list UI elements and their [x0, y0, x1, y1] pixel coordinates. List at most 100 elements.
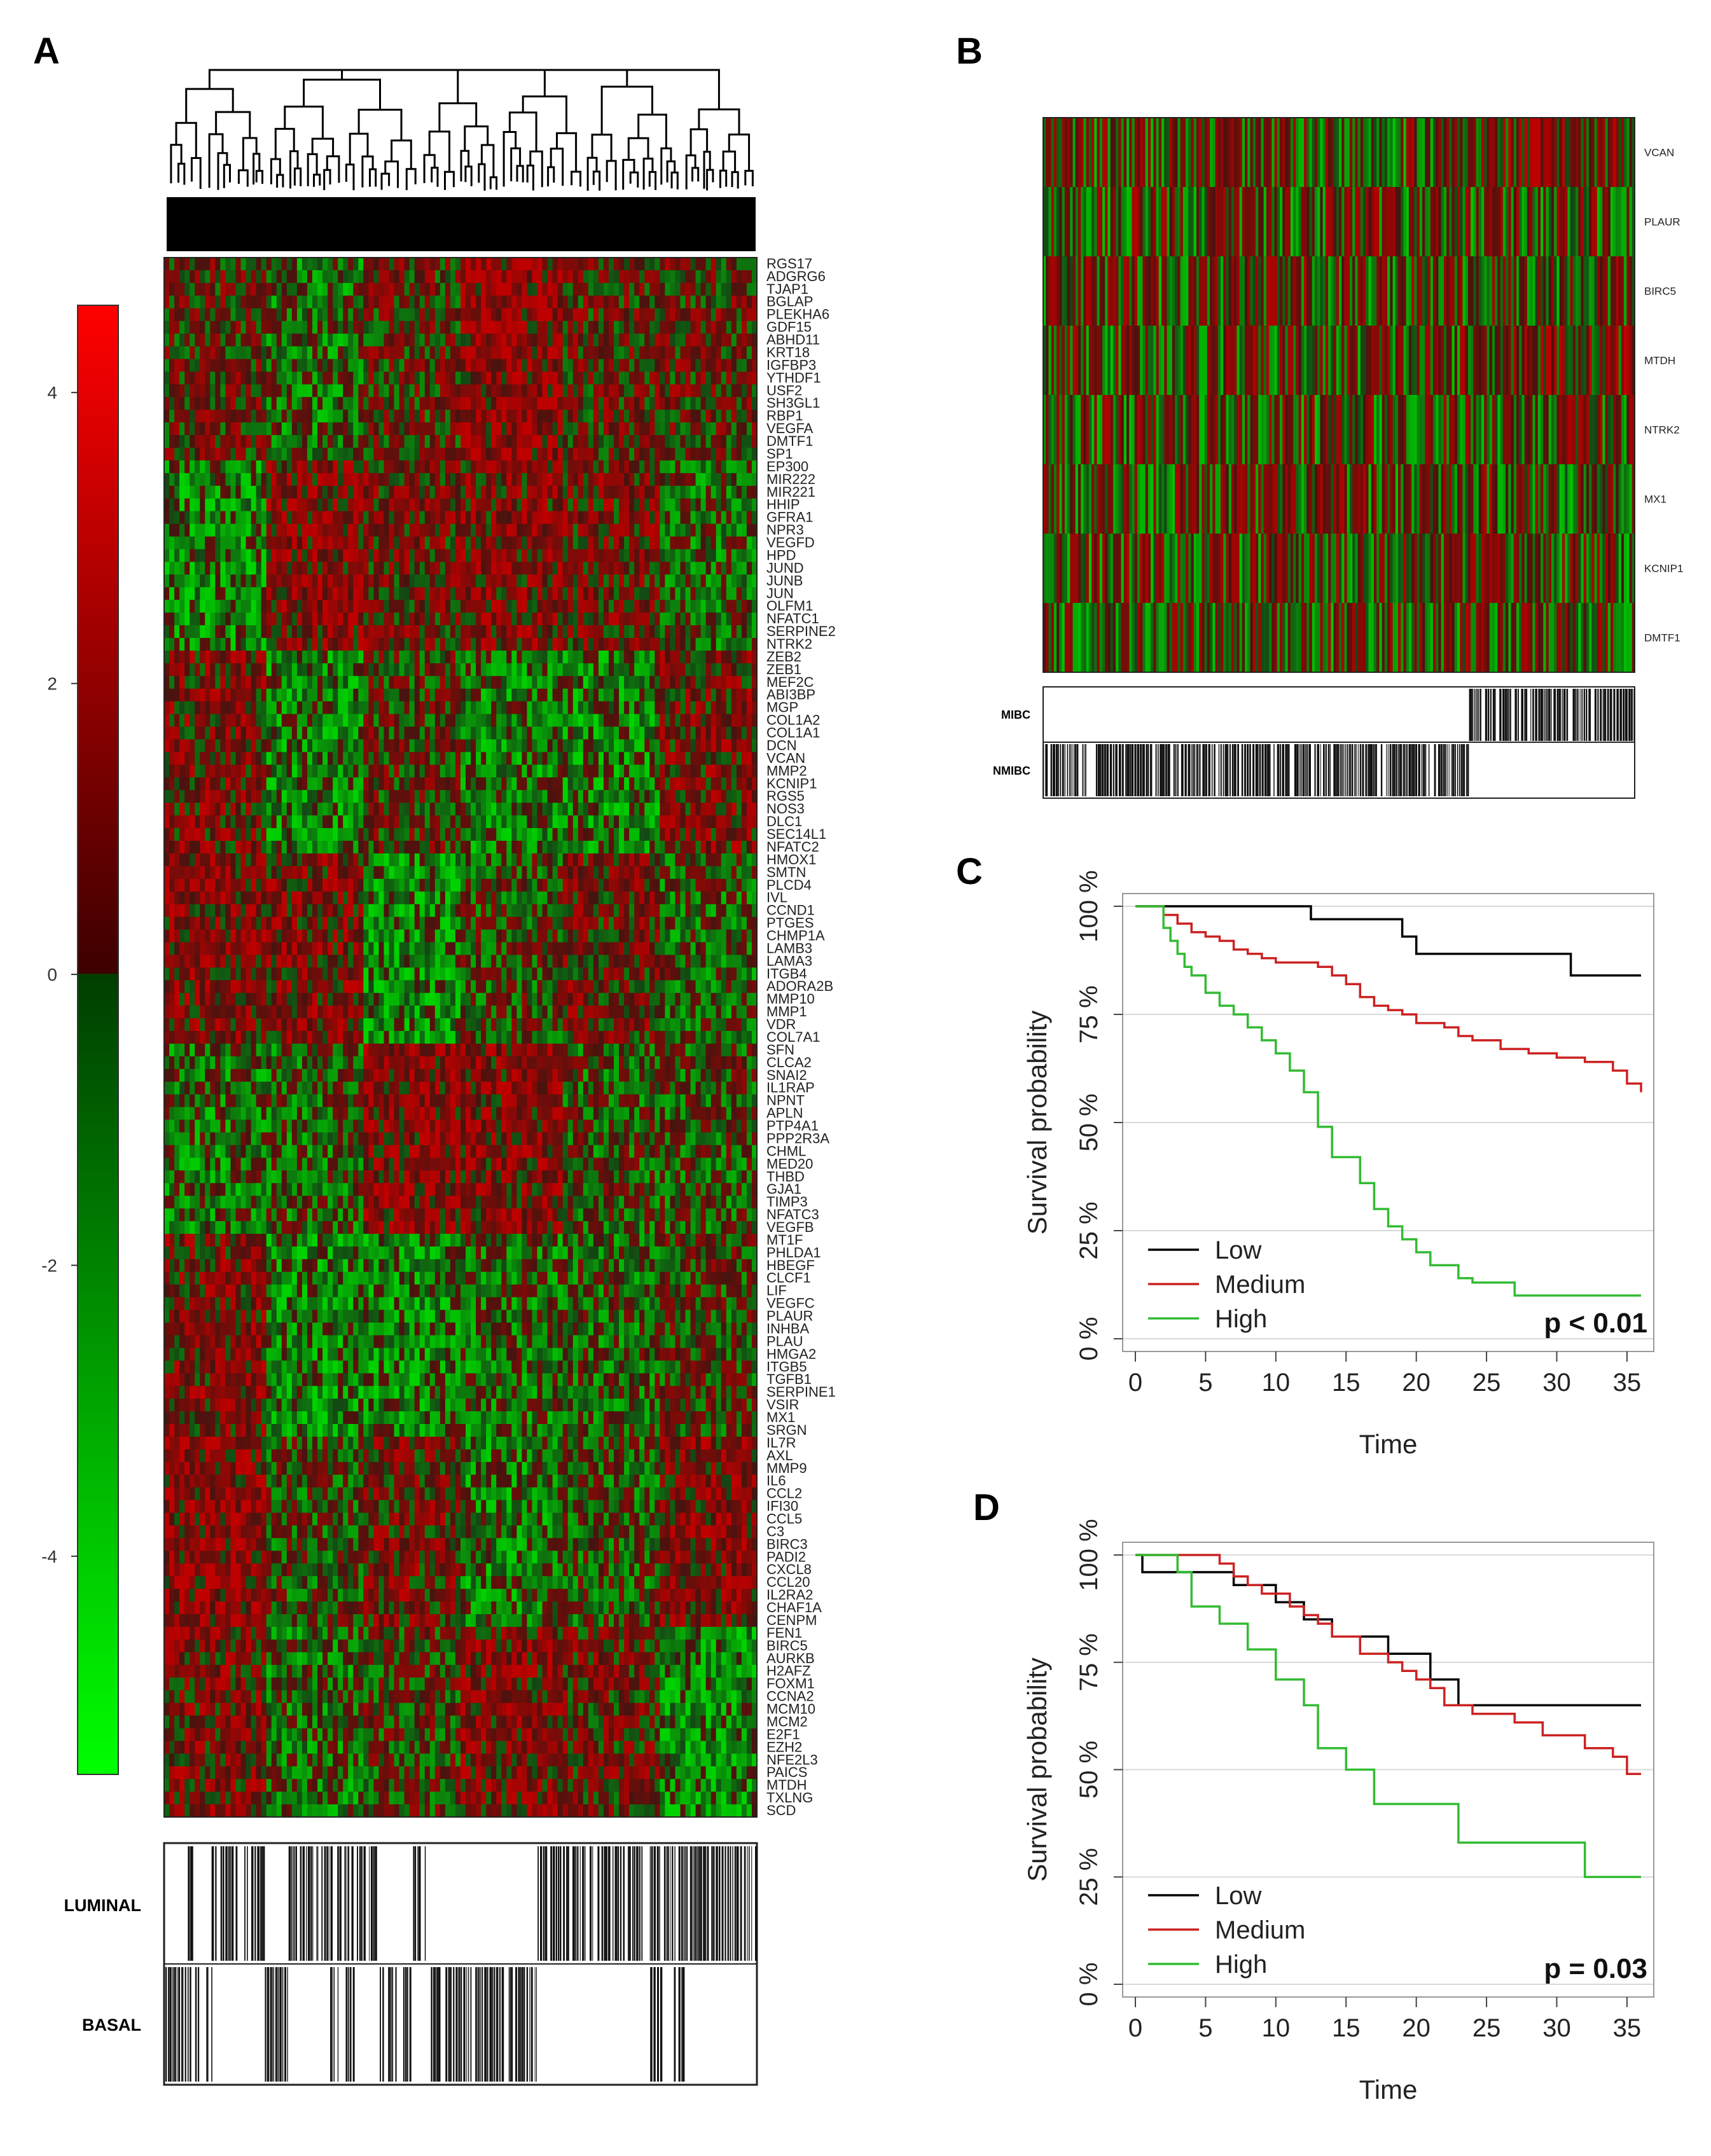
heatmap-cell: [301, 726, 308, 740]
heatmap-cell: [506, 435, 512, 448]
heatmap-cell: [603, 346, 609, 360]
heatmap-cell: [655, 321, 660, 335]
heatmap-cell: [634, 308, 640, 322]
heatmap-cell: [690, 282, 696, 296]
heatmap-cell: [700, 739, 707, 753]
heatmap-cell: [506, 397, 512, 410]
heatmap-cell: [522, 333, 528, 347]
heatmap-cell: [690, 536, 696, 550]
heatmap-cell: [705, 777, 712, 791]
heatmap-cell: [333, 714, 338, 728]
heatmap-cell: [343, 295, 349, 309]
heatmap-cell: [511, 435, 517, 448]
heatmap-cell: [301, 295, 308, 309]
heatmap-cell: [511, 397, 517, 410]
heatmap-cell: [184, 384, 190, 397]
heatmap-cell: [404, 295, 410, 309]
heatmap-cell: [629, 397, 635, 410]
heatmap-cell: [184, 485, 190, 499]
heatmap-cell: [598, 523, 604, 537]
heatmap-cell: [317, 587, 323, 600]
heatmap-cell: [251, 688, 257, 702]
heatmap-cell: [562, 764, 569, 778]
heatmap-cell: [429, 663, 436, 677]
heatmap-cell: [195, 498, 200, 512]
heatmap-cell: [639, 321, 645, 335]
heatmap-cell: [532, 410, 538, 423]
heatmap-cell: [389, 612, 395, 626]
heatmap-cell: [384, 688, 390, 702]
heatmap-cell: [419, 739, 426, 753]
heatmap-cell: [317, 498, 323, 512]
heatmap-cell: [649, 397, 655, 410]
heatmap-cell: [461, 333, 466, 347]
heatmap-cell: [440, 485, 446, 499]
heatmap-cell: [184, 726, 190, 740]
dendrogram-branch: [522, 95, 567, 134]
heatmap-cell: [220, 536, 226, 550]
heatmap-cell: [256, 523, 262, 537]
heatmap-cell: [266, 549, 272, 563]
heatmap-cell: [557, 600, 564, 613]
heatmap-cell: [466, 726, 471, 740]
heatmap-cell: [445, 422, 451, 436]
heatmap-cell: [455, 473, 461, 487]
heatmap-cell: [660, 270, 665, 284]
heatmap-cell: [174, 675, 180, 689]
heatmap-cell: [644, 638, 650, 651]
heatmap-cell: [445, 295, 451, 309]
heatmap-cell: [731, 562, 737, 575]
heatmap-cell: [394, 295, 400, 309]
heatmap-cell: [461, 701, 466, 715]
heatmap-cell: [317, 410, 323, 423]
heatmap-cell: [450, 333, 456, 347]
heatmap-cell: [522, 295, 528, 309]
heatmap-cell: [609, 359, 614, 373]
heatmap-cell: [220, 600, 226, 613]
heatmap-cell: [557, 764, 564, 778]
heatmap-cell: [230, 321, 237, 335]
heatmap-cell: [557, 777, 564, 791]
heatmap-cell: [655, 346, 660, 360]
heatmap-cell: [434, 359, 441, 373]
heatmap-cell: [710, 448, 717, 461]
heatmap-cell: [567, 473, 574, 487]
heatmap-cell: [322, 346, 328, 360]
heatmap-cell: [716, 460, 722, 474]
heatmap-cell: [501, 549, 507, 563]
heatmap-cell: [660, 448, 665, 461]
heatmap-cell: [583, 359, 589, 373]
heatmap-cell: [174, 460, 180, 474]
heatmap-cell: [501, 562, 507, 575]
heatmap-cell: [527, 587, 533, 600]
heatmap-cell: [598, 308, 604, 322]
heatmap-cell: [246, 650, 252, 664]
heatmap-cell: [746, 562, 752, 575]
heatmap-cell: [557, 574, 564, 588]
heatmap-cell: [179, 485, 185, 499]
heatmap-cell: [338, 587, 343, 600]
heatmap-cell: [200, 485, 205, 499]
heatmap-cell: [547, 282, 553, 296]
heatmap-cell: [281, 473, 287, 487]
heatmap-cell: [736, 448, 742, 461]
heatmap-cell: [614, 346, 620, 360]
heatmap-cell: [578, 384, 584, 397]
dendrogram-branch: [384, 160, 399, 188]
heatmap-cell: [624, 562, 630, 575]
heatmap-cell: [419, 726, 426, 740]
heatmap-cell: [567, 485, 574, 499]
heatmap-cell: [644, 270, 650, 284]
heatmap-cell: [266, 422, 272, 436]
heatmap-cell: [583, 346, 589, 360]
heatmap-cell: [363, 612, 369, 626]
heatmap-cell: [496, 359, 502, 373]
heatmap-cell: [358, 371, 364, 385]
heatmap-cell: [670, 523, 676, 537]
heatmap-cell: [639, 523, 645, 537]
heatmap-cell: [562, 397, 569, 410]
heatmap-cell: [286, 295, 293, 309]
heatmap-cell: [486, 333, 492, 347]
heatmap-cell: [695, 726, 702, 740]
heatmap-cell: [322, 460, 328, 474]
